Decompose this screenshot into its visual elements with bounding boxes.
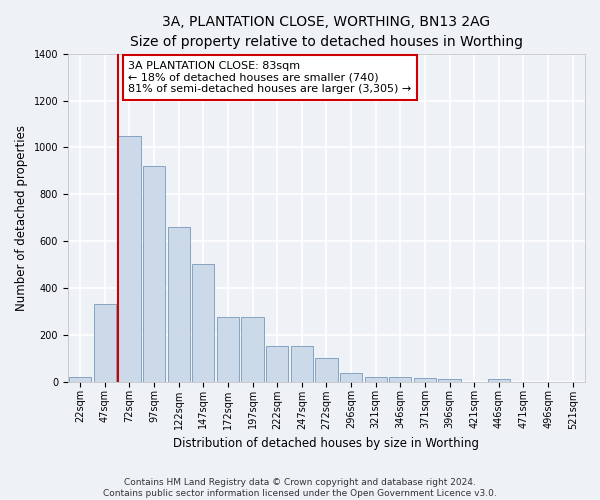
Bar xyxy=(340,374,362,382)
Text: Contains HM Land Registry data © Crown copyright and database right 2024.
Contai: Contains HM Land Registry data © Crown c… xyxy=(103,478,497,498)
Bar xyxy=(316,358,338,382)
Bar xyxy=(389,377,412,382)
Bar xyxy=(291,346,313,382)
Bar xyxy=(167,227,190,382)
Bar xyxy=(439,379,461,382)
Bar xyxy=(266,346,288,382)
Y-axis label: Number of detached properties: Number of detached properties xyxy=(15,124,28,310)
Bar xyxy=(69,377,91,382)
Title: 3A, PLANTATION CLOSE, WORTHING, BN13 2AG
Size of property relative to detached h: 3A, PLANTATION CLOSE, WORTHING, BN13 2AG… xyxy=(130,15,523,48)
Bar xyxy=(241,317,263,382)
Bar xyxy=(118,136,140,382)
X-axis label: Distribution of detached houses by size in Worthing: Distribution of detached houses by size … xyxy=(173,437,479,450)
Bar xyxy=(365,377,387,382)
Bar xyxy=(217,317,239,382)
Text: 3A PLANTATION CLOSE: 83sqm
← 18% of detached houses are smaller (740)
81% of sem: 3A PLANTATION CLOSE: 83sqm ← 18% of deta… xyxy=(128,61,412,94)
Bar xyxy=(192,264,214,382)
Bar xyxy=(94,304,116,382)
Bar xyxy=(488,379,510,382)
Bar xyxy=(414,378,436,382)
Bar xyxy=(143,166,165,382)
